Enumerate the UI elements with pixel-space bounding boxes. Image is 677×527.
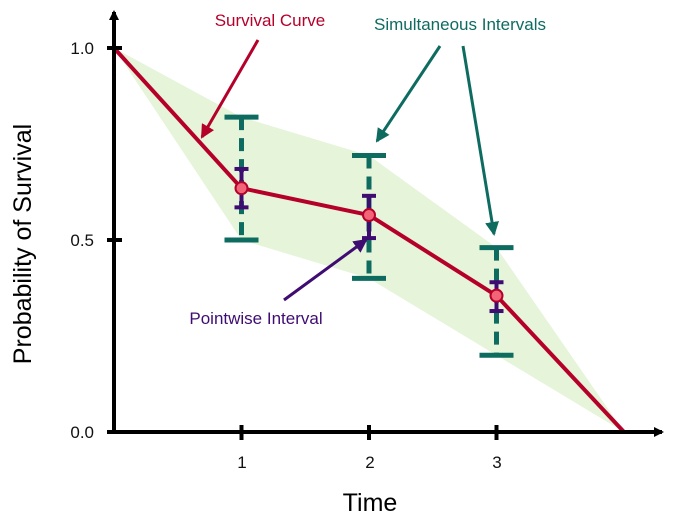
simultaneous-intervals-arrow: [461, 45, 499, 236]
survival-curve-annotation-arrow: [200, 39, 260, 139]
survival-point: [234, 181, 249, 196]
survival-curve-layer: [112, 46, 626, 434]
y-tick-label: 1.0: [70, 39, 94, 58]
x-axis-title: Time: [343, 489, 398, 517]
x-tick-label: 3: [492, 453, 501, 472]
y-tick-label: 0.5: [70, 231, 94, 250]
ticks-layer: [107, 46, 499, 440]
axes: [109, 10, 664, 437]
survival-curve-annotation: Survival Curve: [215, 11, 326, 30]
y-tick-label: 0.0: [70, 423, 94, 442]
simultaneous-intervals-arrow: [375, 45, 442, 143]
pointwise-interval-annotation: Pointwise Interval: [189, 309, 322, 328]
y-axis-title: Probability of Survival: [9, 124, 37, 364]
simultaneous-intervals-annotation: Simultaneous Intervals: [374, 15, 546, 34]
survival-point: [489, 288, 504, 303]
x-tick-label: 1: [237, 453, 246, 472]
x-tick-label: 2: [365, 453, 374, 472]
pointwise-interval-arrow: [283, 238, 368, 302]
survival-point: [362, 208, 376, 223]
